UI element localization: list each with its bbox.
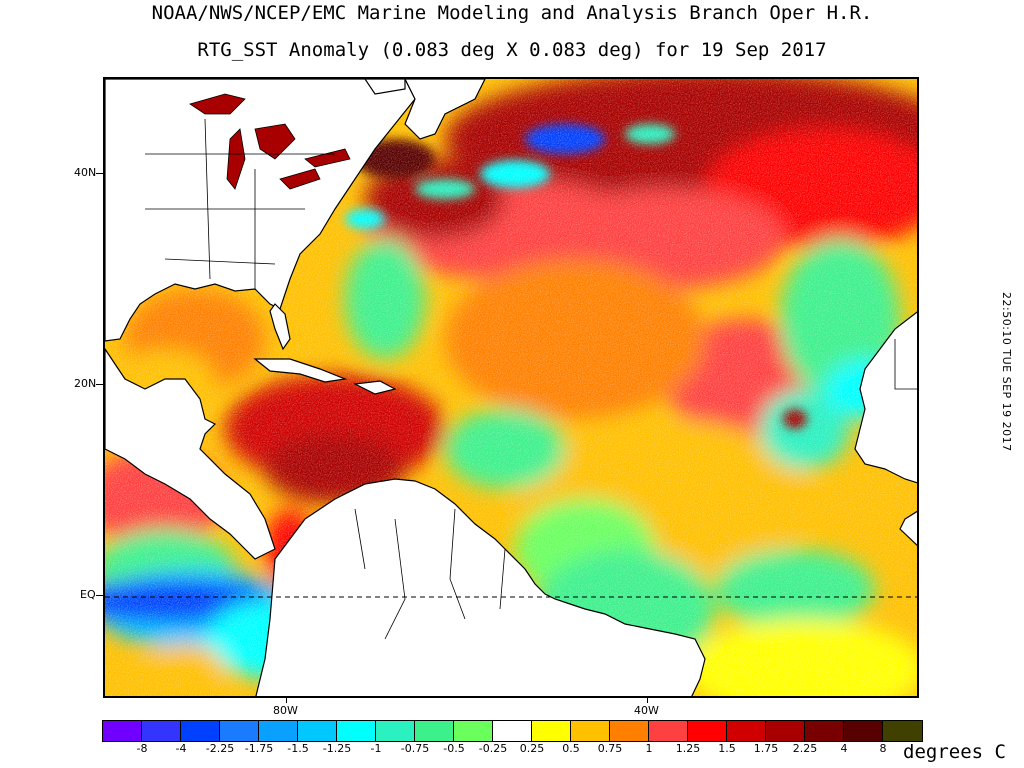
colorbar-swatch (142, 721, 181, 741)
colorbar-label: -0.75 (400, 742, 430, 755)
colorbar-label: 1.75 (753, 742, 779, 755)
colorbar-swatch (727, 721, 766, 741)
colorbar-label: -2.25 (205, 742, 235, 755)
colorbar-label: 0.5 (562, 742, 580, 755)
lat-tick-20n (96, 384, 103, 385)
colorbar-swatch (220, 721, 259, 741)
colorbar-label: 4 (840, 742, 848, 755)
colorbar-label: 0.75 (597, 742, 623, 755)
colorbar-units: degrees C (903, 741, 1006, 763)
colorbar-swatch (805, 721, 844, 741)
colorbar-label: -8 (136, 742, 148, 755)
lat-label-20n: 20N (74, 377, 97, 390)
colorbar-swatch (688, 721, 727, 741)
colorbar-label: 8 (879, 742, 887, 755)
lat-tick-40n (96, 173, 103, 174)
colorbar-label: -4 (175, 742, 187, 755)
colorbar-swatch (454, 721, 493, 741)
colorbar-swatch (337, 721, 376, 741)
lon-label-40w: 40W (634, 704, 659, 717)
colorbar-label: 1.25 (675, 742, 701, 755)
chart-title-line1: NOAA/NWS/NCEP/EMC Marine Modeling and An… (151, 2, 873, 24)
colorbar-swatch (415, 721, 454, 741)
colorbar-label: -0.5 (443, 742, 465, 755)
colorbar (102, 720, 923, 742)
chart-title-line2: RTG_SST Anomaly (0.083 deg X 0.083 deg) … (197, 39, 827, 61)
colorbar-label: 0.25 (519, 742, 545, 755)
lat-label-40n: 40N (74, 166, 97, 179)
colorbar-swatch (493, 721, 532, 741)
lon-label-80w: 80W (273, 704, 298, 717)
colorbar-labels: -8 -4 -2.25 -1.75 -1.5 -1.25 -1 -0.75 -0.5 -0.25 0… (0, 742, 1024, 756)
lon-tick-40w (647, 698, 648, 703)
lat-tick-eq (96, 595, 103, 596)
colorbar-swatch (532, 721, 571, 741)
colorbar-label: -1.25 (322, 742, 352, 755)
colorbar-swatch (649, 721, 688, 741)
colorbar-swatch (103, 721, 142, 741)
colorbar-label: 2.25 (792, 742, 818, 755)
colorbar-label: -0.25 (478, 742, 508, 755)
colorbar-label: -1.5 (287, 742, 309, 755)
colorbar-swatch (571, 721, 610, 741)
colorbar-label: 1 (645, 742, 653, 755)
colorbar-swatch (844, 721, 883, 741)
sst-field (105, 79, 917, 696)
colorbar-swatch (259, 721, 298, 741)
colorbar-swatch (298, 721, 337, 741)
lat-label-eq: EQ (80, 588, 96, 601)
land-masses (105, 79, 917, 696)
lon-tick-80w (286, 698, 287, 703)
colorbar-label: 1.5 (718, 742, 736, 755)
colorbar-swatch (181, 721, 220, 741)
colorbar-label: -1 (370, 742, 382, 755)
colorbar-swatch (610, 721, 649, 741)
sst-anomaly-map (103, 77, 919, 698)
colorbar-swatch (766, 721, 805, 741)
colorbar-label: -1.75 (244, 742, 274, 755)
timestamp: 22:50:10 TUE SEP 19 2017 (1000, 292, 1013, 452)
colorbar-swatch (376, 721, 415, 741)
colorbar-swatch (883, 721, 922, 741)
